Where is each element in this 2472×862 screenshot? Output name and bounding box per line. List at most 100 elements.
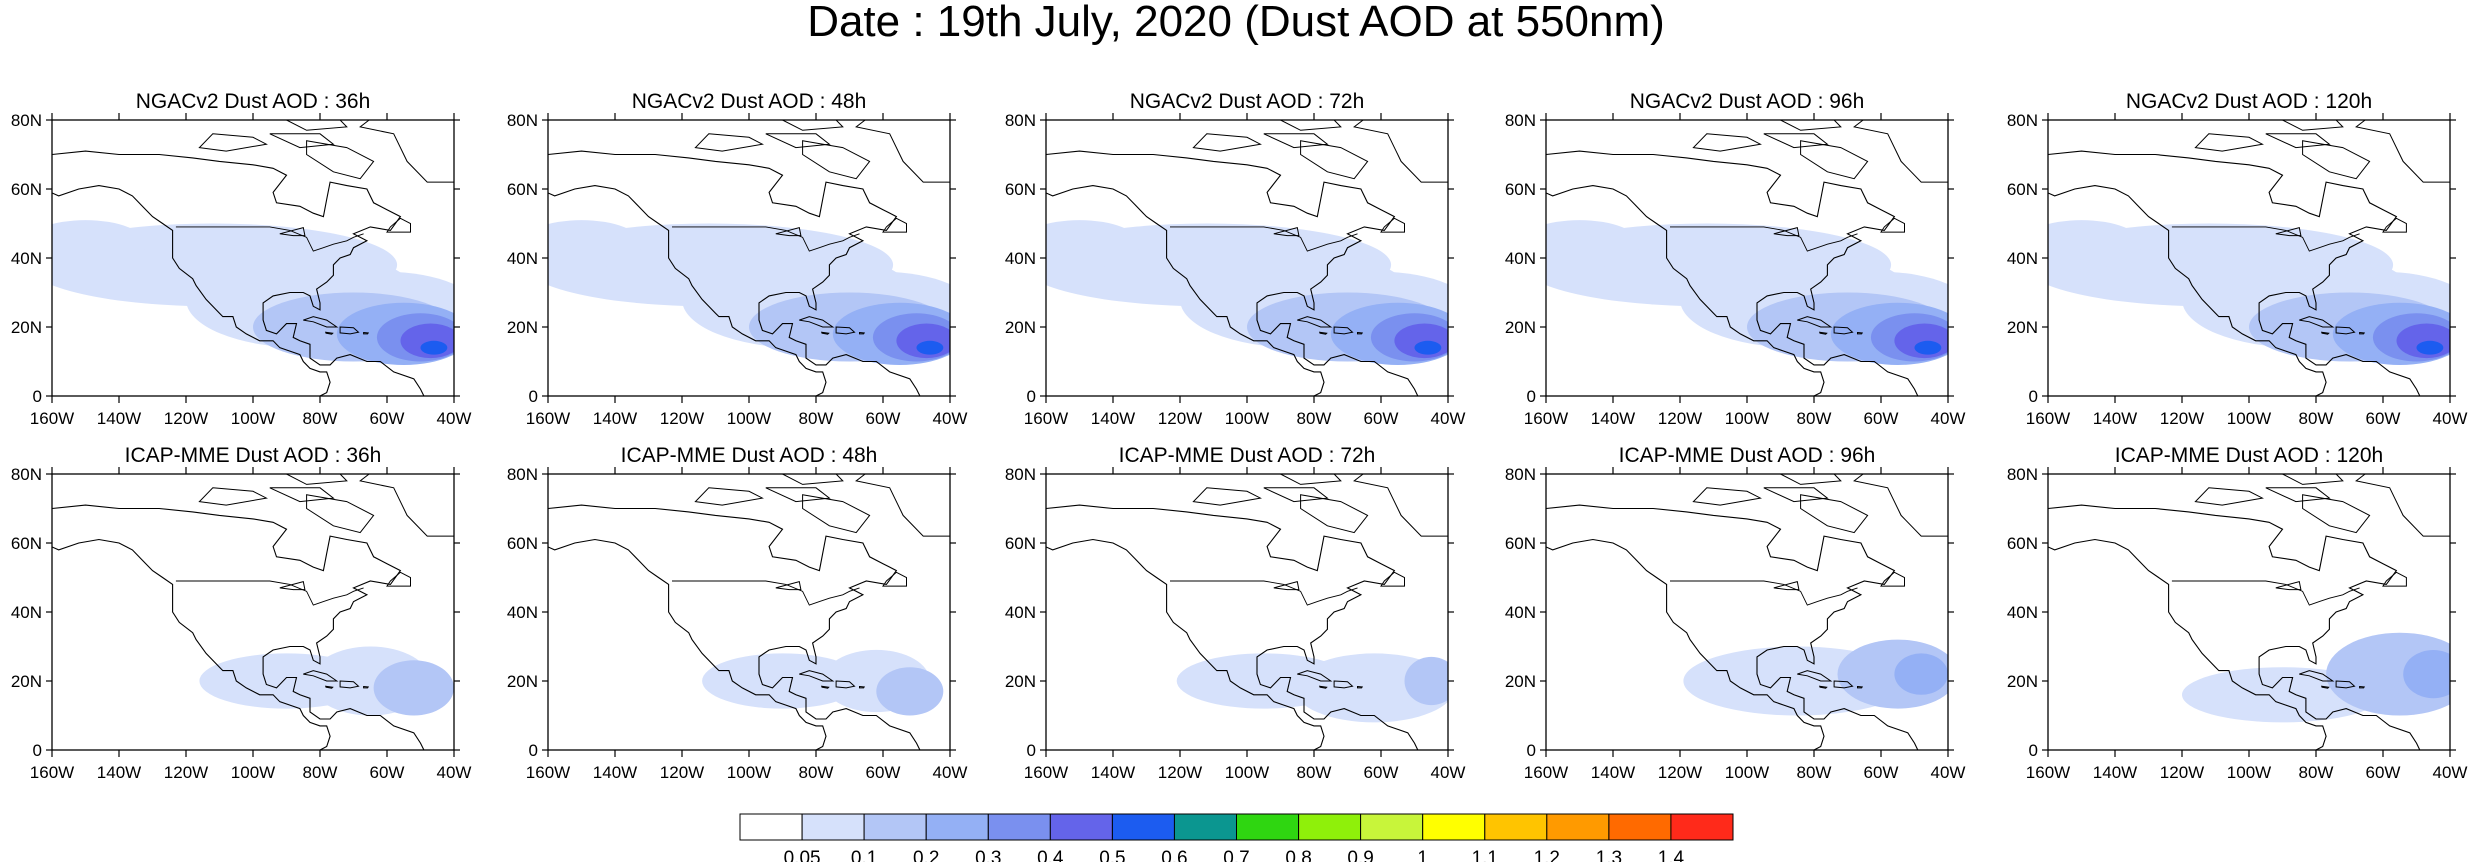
lon-tick-label: 40W — [933, 409, 968, 428]
island-outline — [1692, 487, 1762, 506]
lon-tick-label: 120W — [1658, 409, 1702, 428]
coastline — [548, 504, 921, 750]
island-outline — [799, 316, 835, 328]
lon-tick-label: 160W — [1024, 763, 1068, 782]
lon-tick-label: 40W — [1931, 763, 1966, 782]
colorbar-swatch — [1049, 813, 1113, 841]
lat-tick-label: 0 — [33, 387, 42, 406]
lon-tick-label: 120W — [1158, 409, 1202, 428]
island-outline — [2265, 133, 2331, 149]
island-outline — [306, 140, 375, 180]
island-outline — [802, 140, 871, 180]
coastline — [1046, 538, 1325, 750]
island-outline — [1192, 487, 1262, 506]
lat-tick-label: 0 — [2029, 387, 2038, 406]
colorbar-swatch — [1608, 813, 1672, 841]
colorbar-swatch — [925, 813, 989, 841]
island-outline — [1263, 133, 1329, 149]
lat-tick-label: 80N — [11, 465, 42, 484]
lon-tick-label: 60W — [1364, 409, 1399, 428]
us-canada-border — [1170, 580, 1358, 606]
island-outline — [835, 326, 856, 335]
lon-tick-label: 140W — [2093, 763, 2137, 782]
colorbar-swatch — [1670, 813, 1734, 841]
island-outline — [782, 474, 844, 485]
island-outline — [2194, 133, 2264, 152]
island-outline — [1833, 326, 1854, 335]
lon-tick-label: 120W — [1658, 763, 1702, 782]
lat-tick-label: 60N — [507, 180, 538, 199]
island-outline — [802, 494, 871, 534]
lat-tick-label: 80N — [2007, 465, 2038, 484]
island-outline — [303, 316, 339, 328]
dust-aod-shading — [548, 220, 642, 269]
island-outline — [1380, 217, 1405, 233]
lon-tick-label: 160W — [1524, 409, 1568, 428]
lon-tick-label: 120W — [2160, 409, 2204, 428]
lon-tick-label: 100W — [1225, 763, 1269, 782]
lat-tick-label: 60N — [1005, 180, 1036, 199]
lon-tick-label: 100W — [2227, 763, 2271, 782]
lon-tick-label: 80W — [1297, 763, 1332, 782]
island-outline — [835, 680, 856, 689]
panel-title: ICAP-MME Dust AOD : 48h — [621, 444, 878, 467]
lake-outline — [775, 226, 802, 237]
island-outline — [765, 133, 831, 149]
island-outline — [2355, 474, 2450, 537]
island-outline — [386, 217, 411, 233]
lon-tick-label: 80W — [1297, 409, 1332, 428]
lat-tick-label: 40N — [2007, 249, 2038, 268]
lon-tick-label: 60W — [1864, 409, 1899, 428]
colorbar-swatch — [1173, 813, 1238, 841]
lon-tick-label: 40W — [1931, 409, 1966, 428]
island-outline — [1880, 217, 1905, 233]
lat-tick-label: 20N — [2007, 318, 2038, 337]
colorbar-swatch — [1422, 813, 1486, 841]
dust-aod-shading — [1914, 340, 1942, 355]
lon-tick-label: 80W — [1797, 409, 1832, 428]
island-outline — [198, 487, 268, 506]
coastline — [548, 185, 827, 396]
island-outline — [339, 680, 360, 689]
island-outline — [1780, 474, 1842, 485]
dust-aod-shading — [373, 660, 454, 716]
coastline — [1546, 538, 1825, 750]
lat-tick-label: 0 — [1527, 741, 1536, 760]
dust-aod-shading — [2048, 220, 2142, 269]
lon-tick-label: 60W — [370, 409, 405, 428]
lat-tick-label: 60N — [1005, 534, 1036, 553]
panel-title: ICAP-MME Dust AOD : 36h — [125, 444, 382, 467]
island-outline — [1280, 474, 1342, 485]
lon-tick-label: 120W — [660, 763, 704, 782]
island-outline — [820, 331, 830, 335]
us-canada-border — [2171, 580, 2360, 606]
lat-tick-label: 60N — [11, 180, 42, 199]
lake-outline — [1773, 226, 1800, 237]
island-outline — [363, 331, 370, 335]
colorbar-swatch — [1484, 813, 1548, 841]
island-outline — [694, 487, 764, 506]
dust-aod-shading — [1414, 340, 1442, 355]
island-outline — [859, 331, 866, 335]
lon-tick-label: 100W — [1725, 409, 1769, 428]
dust-aod-shading — [2403, 650, 2450, 699]
colorbar-swatch — [863, 813, 927, 841]
island-outline — [1880, 571, 1905, 587]
coastline — [1546, 150, 1919, 396]
lake-outline — [279, 226, 306, 237]
lake-outline — [1273, 226, 1300, 237]
island-outline — [1763, 487, 1829, 503]
lon-tick-label: 60W — [866, 763, 901, 782]
island-outline — [1357, 685, 1364, 689]
island-outline — [1857, 331, 1864, 335]
lon-tick-label: 100W — [1725, 763, 1769, 782]
lon-tick-label: 120W — [164, 763, 208, 782]
dust-aod-shading — [876, 667, 944, 716]
island-outline — [2335, 326, 2356, 335]
lat-tick-label: 80N — [1005, 111, 1036, 130]
panel-title: NGACv2 Dust AOD : 72h — [1130, 90, 1365, 113]
us-canada-border — [1670, 226, 1858, 252]
island-outline — [1300, 140, 1369, 180]
island-outline — [2320, 685, 2330, 689]
island-outline — [303, 670, 339, 682]
